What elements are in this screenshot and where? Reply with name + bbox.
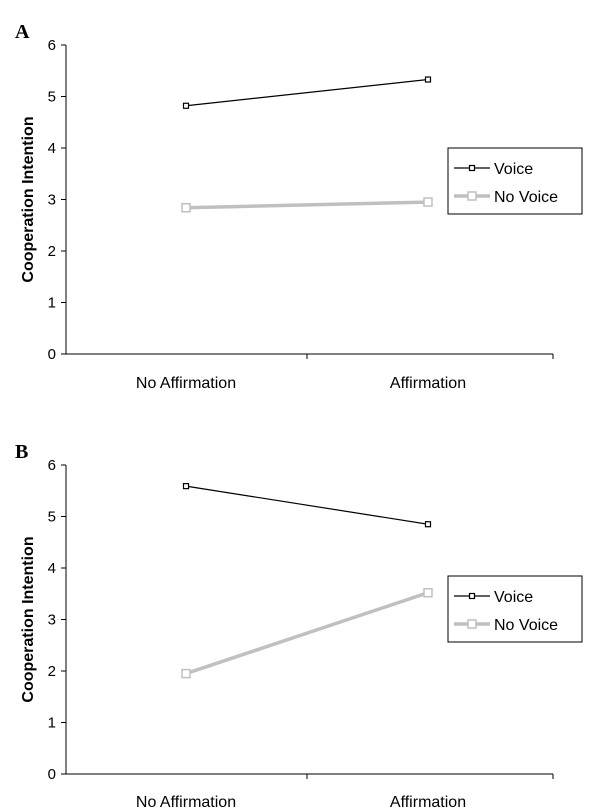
- data-point-marker: [424, 76, 432, 83]
- x-category-label: Affirmation: [390, 794, 466, 811]
- series-line: [185, 78, 429, 107]
- y-tick-label: 0: [48, 346, 56, 363]
- data-point-marker: [423, 587, 433, 598]
- x-category-label: Affirmation: [390, 375, 466, 392]
- legend-label: No Voice: [494, 189, 558, 206]
- data-point-marker: [181, 668, 191, 679]
- y-tick-label: 4: [48, 560, 56, 577]
- legend-box: [447, 575, 583, 643]
- legend: Voice No Voice: [447, 575, 583, 643]
- series-voice: [182, 76, 432, 109]
- y-tick-label: 5: [48, 89, 56, 106]
- legend: Voice No Voice: [447, 147, 583, 215]
- series-line: [185, 591, 429, 676]
- data-point-marker: [424, 521, 432, 528]
- legend-box: [447, 147, 583, 215]
- panel-letter: B: [15, 441, 28, 463]
- panel-letter: A: [15, 21, 30, 43]
- y-axis-label: Cooperation Intention: [20, 116, 37, 282]
- y-axis-label: Cooperation Intention: [20, 536, 37, 702]
- y-tick-label: 1: [48, 715, 56, 732]
- data-point-marker: [423, 197, 433, 207]
- data-point-marker: [182, 483, 190, 490]
- data-point-marker: [181, 202, 191, 213]
- legend-swatch-marker: [468, 164, 476, 172]
- y-tick-label: 2: [48, 663, 56, 680]
- y-tick-label: 1: [48, 295, 56, 312]
- legend-label: Voice: [494, 161, 533, 178]
- y-tick-label: 0: [48, 766, 56, 783]
- y-tick-label: 4: [48, 140, 56, 157]
- x-category-label: No Affirmation: [136, 794, 236, 811]
- legend-label: Voice: [494, 589, 533, 606]
- y-tick-label: 5: [48, 509, 56, 526]
- chart-panel-b: B 0 1 2 3 4 5 6 No Affirmation Affirmation Coopera…: [15, 441, 583, 811]
- data-point-marker: [182, 102, 190, 109]
- series-voice: [182, 483, 432, 528]
- y-tick-label: 2: [48, 243, 56, 260]
- series-no-voice: [181, 197, 433, 213]
- y-tick-label: 3: [48, 612, 56, 629]
- legend-swatch-marker: [468, 592, 476, 600]
- y-tick-label: 6: [48, 37, 56, 54]
- legend-swatch-marker: [467, 619, 477, 629]
- series-no-voice: [181, 587, 433, 679]
- y-tick-label: 6: [48, 457, 56, 474]
- series-line: [185, 200, 429, 210]
- x-category-label: No Affirmation: [136, 375, 236, 392]
- series-line: [185, 485, 429, 525]
- legend-swatch-marker: [467, 191, 477, 201]
- chart-panel-a: A 0 1 2 3 4 5 6 No Affirmation Affirmation Coopera…: [15, 21, 583, 392]
- y-tick-label: 3: [48, 192, 56, 209]
- legend-label: No Voice: [494, 617, 558, 634]
